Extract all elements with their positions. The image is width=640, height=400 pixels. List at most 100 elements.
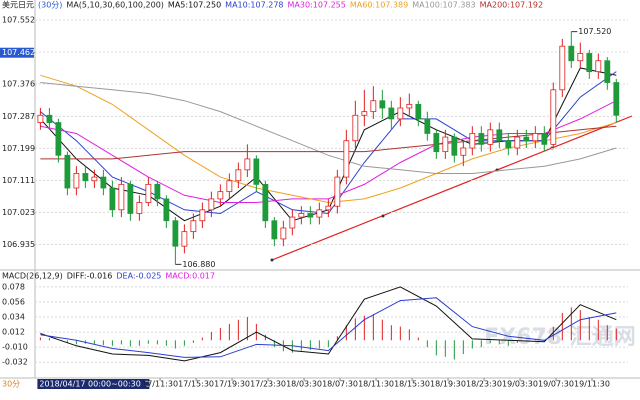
- ma-line: [40, 82, 617, 174]
- candle-body: [163, 198, 170, 222]
- legend-entry: MA30:107.255: [288, 1, 346, 10]
- low-label: 106.880: [182, 260, 215, 269]
- candle-body: [370, 100, 377, 113]
- candle-body: [505, 140, 512, 149]
- candle-body: [109, 187, 116, 211]
- candle-body: [613, 82, 620, 116]
- x-tick-label: 17/23:30: [250, 380, 286, 389]
- candle-body: [406, 103, 413, 109]
- x-tick-label: 19/07:30: [538, 380, 574, 389]
- x-tick-label: 18/23:30: [466, 380, 502, 389]
- chart-title: 美元日元: [2, 0, 34, 10]
- candle-body: [451, 136, 458, 156]
- candle-body: [415, 103, 422, 120]
- candle-body: [496, 129, 503, 142]
- trend-line: [271, 115, 633, 261]
- macd-line: [40, 286, 617, 362]
- ma-line: [40, 100, 617, 203]
- x-tick-label: 18/15:30: [394, 380, 430, 389]
- candle-body: [298, 213, 305, 218]
- macd-line: [40, 297, 617, 358]
- legend-entry: MA200:107.192: [480, 1, 543, 10]
- x-tick-label: 17/15:30: [178, 380, 214, 389]
- candle-body: [343, 140, 350, 178]
- x-tick-highlight: [37, 379, 150, 389]
- candle-body: [172, 220, 179, 247]
- candle-body: [145, 183, 152, 203]
- candle-body: [64, 154, 71, 189]
- candle-body: [127, 183, 134, 214]
- candle-body: [217, 191, 224, 200]
- candle-body: [235, 169, 242, 182]
- y-tick-label: -0.032: [2, 358, 28, 367]
- candle-body: [424, 118, 431, 134]
- candle-body: [316, 209, 323, 218]
- macd-title: MACD(26,12,9): [2, 272, 63, 281]
- x-tick-label: 2018/04/17 00:00~00:30 二: [39, 380, 151, 389]
- candle-body: [91, 176, 98, 182]
- candle-body: [604, 60, 611, 83]
- candle-body: [334, 176, 341, 207]
- ma-line: [40, 125, 617, 160]
- candle-body: [37, 114, 44, 123]
- period-label: (30分): [38, 1, 62, 10]
- y-tick-label: 107.111: [2, 176, 35, 185]
- candle-body: [307, 213, 314, 218]
- last-price-label: 107.462: [2, 48, 35, 57]
- legend-entry: DEA:-0.025: [116, 272, 161, 281]
- y-tick-label: 107.552: [2, 16, 35, 25]
- candle-body: [433, 133, 440, 153]
- x-tick-label: 18/11:30: [358, 380, 394, 389]
- trend-point: [270, 258, 274, 262]
- y-tick-label: 0.078: [2, 282, 25, 291]
- candle-body: [226, 180, 233, 193]
- candle-body: [397, 107, 404, 120]
- candle-body: [118, 183, 125, 211]
- candle-body: [271, 220, 278, 240]
- candle-body: [181, 231, 188, 247]
- candle-body: [280, 227, 287, 240]
- candle-body: [154, 183, 161, 200]
- y-tick-label: 0.012: [2, 328, 25, 337]
- candle-body: [469, 133, 476, 149]
- candle-body: [208, 198, 215, 211]
- legend-entry: MA100:107.383: [412, 1, 475, 10]
- x-tick-label: 17/19:30: [214, 380, 250, 389]
- candle-body: [541, 133, 548, 145]
- y-tick-label: 0.056: [2, 297, 25, 306]
- period-tab: 30分: [2, 380, 20, 389]
- y-tick-label: 0.034: [2, 313, 25, 322]
- candle-body: [262, 183, 269, 222]
- candle-body: [550, 89, 557, 145]
- legend-entry: DIFF:-0.016: [67, 272, 113, 281]
- candle-body: [46, 114, 53, 123]
- legend-entry: MA5:107.250: [168, 1, 221, 10]
- candle-body: [568, 45, 575, 62]
- candle-body: [460, 147, 467, 156]
- candle-body: [289, 216, 296, 229]
- candle-body: [253, 158, 260, 185]
- candle-body: [352, 114, 359, 142]
- candle-body: [73, 173, 80, 189]
- watermark: FX678 汇通网: [484, 325, 636, 350]
- candle-body: [136, 202, 143, 214]
- candle-body: [199, 209, 206, 222]
- y-tick-label: 107.199: [2, 144, 35, 153]
- high-label: 107.520: [578, 27, 611, 36]
- candle-body: [487, 129, 494, 145]
- y-tick-label: 107.376: [2, 80, 35, 89]
- candle-body: [100, 176, 107, 189]
- legend-entry: MA60:107.389: [350, 1, 408, 10]
- legend-entry: MA10:107.278: [225, 1, 283, 10]
- legend-entry: MACD:0.017: [165, 272, 215, 281]
- candle-body: [478, 133, 485, 145]
- candle-body: [388, 107, 395, 120]
- candle-body: [559, 45, 566, 91]
- ma-title: MA(5,10,30,60,100,200): [66, 1, 164, 10]
- candle-body: [532, 133, 539, 142]
- trend-point: [381, 214, 385, 218]
- candle-body: [82, 173, 89, 182]
- candle-body: [514, 136, 521, 149]
